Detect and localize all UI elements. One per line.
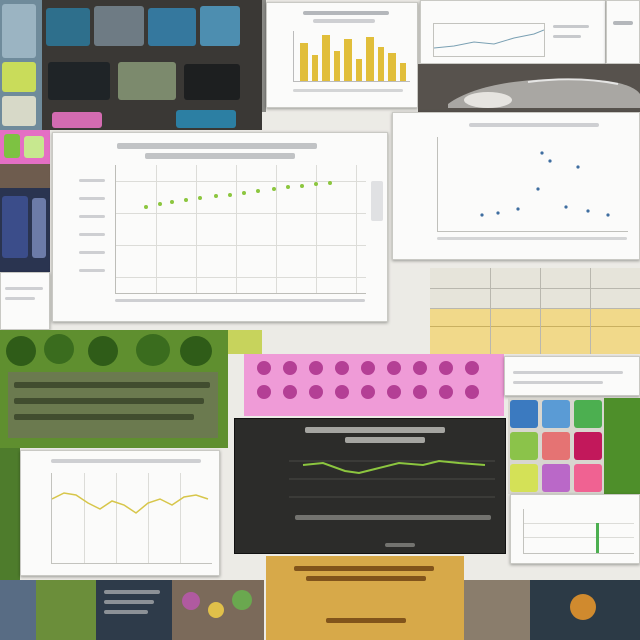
collage-tile-topleft [0, 0, 42, 130]
collage-tile-dark-line-chart [234, 418, 506, 554]
bar-chart-plot [523, 509, 634, 554]
collage-tile-left-green [0, 130, 50, 164]
collage-tile-right-doc [504, 356, 640, 396]
collage-tile-right-chart [510, 494, 640, 564]
collage-tile-green-scatter-chart [52, 132, 388, 322]
thumbnail-icon [2, 4, 36, 58]
thumbnail-icon [2, 62, 36, 92]
collage-tile-left-dark [0, 188, 50, 272]
line-chart-plot [289, 449, 495, 509]
car-image-icon [418, 64, 640, 112]
bar-chart-plot [293, 31, 410, 82]
scatter-plot-area [437, 137, 628, 232]
collage-tile-bottom-doc [96, 580, 172, 640]
collage-tile-left-doc [0, 272, 50, 330]
collage-tile-yellow-bar-chart [266, 2, 418, 108]
line-chart-plot [433, 23, 545, 57]
collage-tile-blue-scatter-chart [392, 112, 640, 260]
collage-tile-small-card [606, 0, 640, 64]
collage-tile-green-strip [604, 398, 640, 494]
scatter-plot-area [115, 165, 366, 294]
book-cover-icon [0, 164, 50, 188]
collage-tile-bottom-right-2 [530, 580, 640, 640]
line-chart-plot [51, 473, 212, 564]
collage-tile-yellow-table [430, 268, 640, 354]
collage-tile-color-squares [508, 398, 604, 494]
collage-tile-bottom-right-1 [464, 580, 530, 640]
collage-tile-strip [262, 0, 266, 112]
collage-tile-pink-grid [244, 354, 504, 416]
collage-tile-small-yellow [228, 330, 262, 354]
collage-tile-monitor-wall [42, 0, 262, 130]
collage-tile-left-green-edge [0, 448, 20, 580]
collage-tile-line-chart-small [420, 0, 606, 64]
collage-tile-bottom-flowers [172, 580, 264, 640]
collage-tile-bottom-left-1 [0, 580, 36, 640]
thumbnail-icon [2, 96, 36, 126]
collage-tile-bottom-left-2 [36, 580, 96, 640]
plant-image-icon [0, 330, 228, 448]
collage-tile-wood-sign [266, 556, 464, 640]
collage-tile-yellow-line-chart [20, 450, 220, 576]
